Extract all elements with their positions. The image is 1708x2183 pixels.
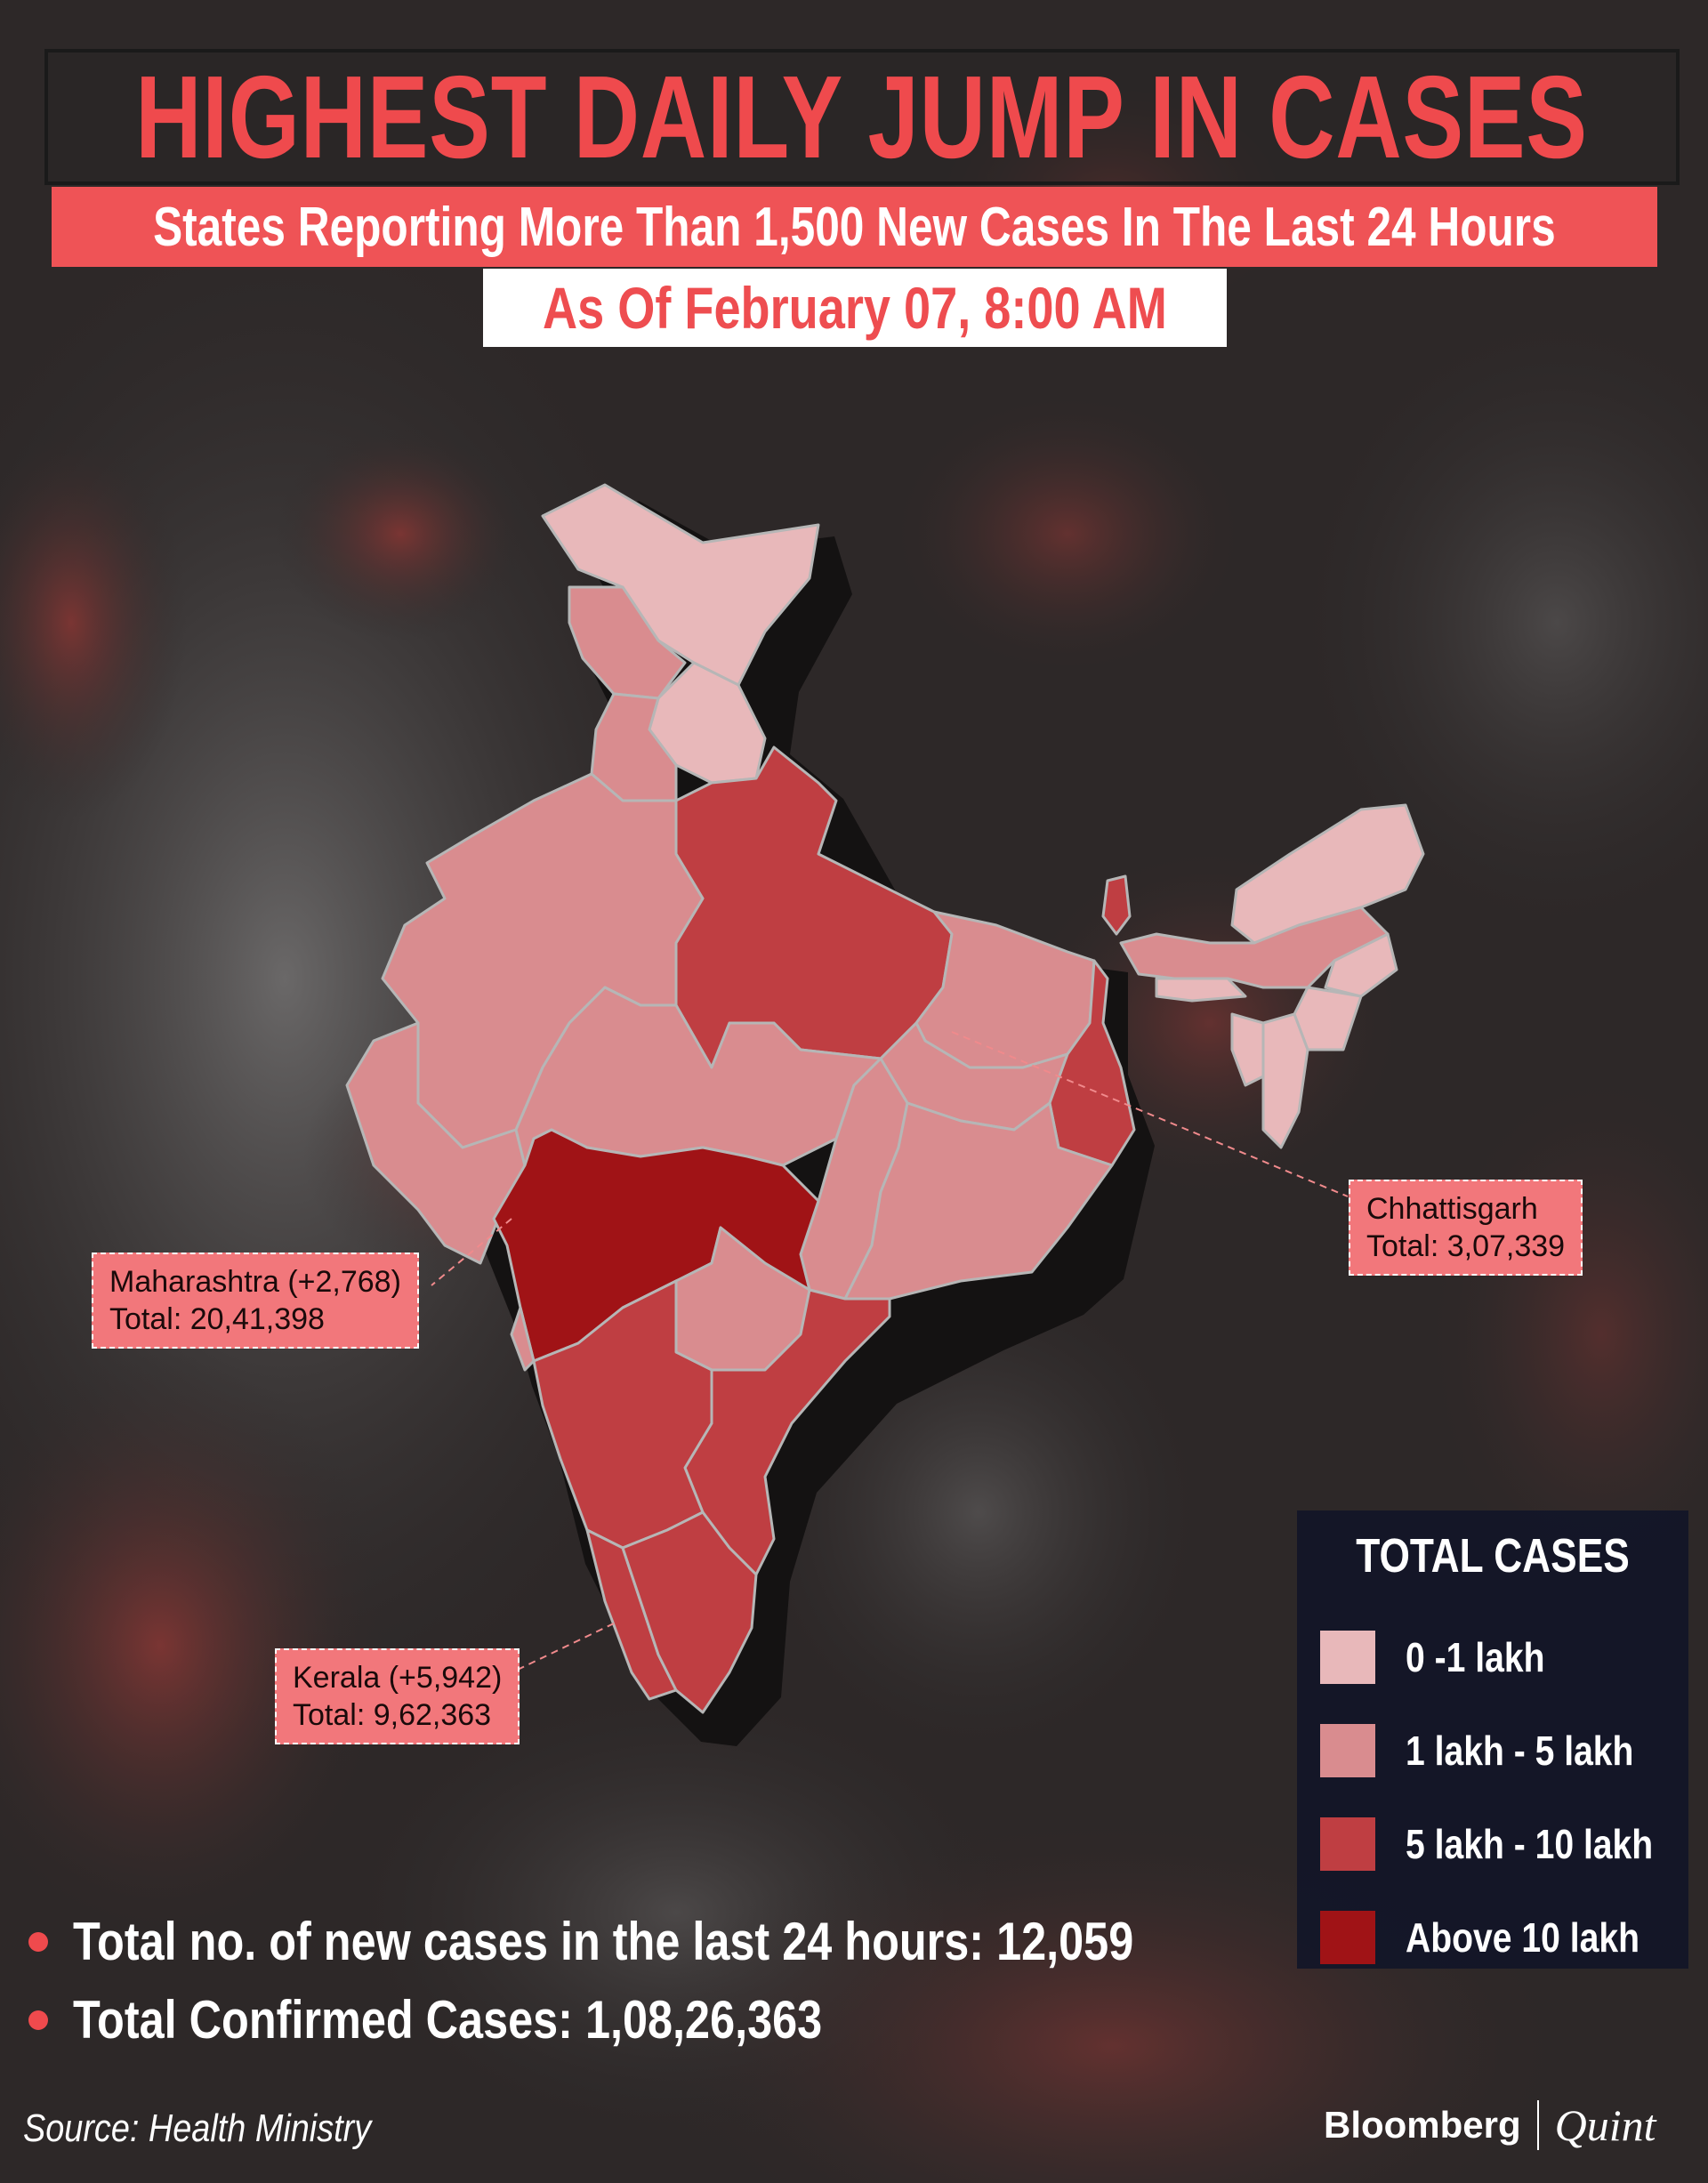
legend-label: 0 -1 lakh: [1406, 1634, 1545, 1680]
date-text: As Of February 07, 8:00 AM: [543, 275, 1167, 341]
date-banner: As Of February 07, 8:00 AM: [483, 269, 1227, 347]
region-uttar-pradesh: [674, 745, 954, 1069]
chhattisgarh-connector: [951, 1031, 1349, 1197]
kerala-connector: [502, 1623, 615, 1678]
brand-separator: [1536, 2100, 1539, 2150]
legend-label: 5 lakh - 10 lakh: [1406, 1821, 1654, 1867]
brand-quint: Quint: [1554, 2100, 1656, 2150]
callout-chhattisgarh: Chhattisgarh Total: 3,07,339: [1349, 1180, 1583, 1276]
region-nagaland: [1324, 932, 1398, 998]
legend-item-1-5-lakh: 1 lakh - 5 lakh: [1320, 1724, 1674, 1777]
subtitle-text: States Reporting More Than 1,500 New Cas…: [153, 196, 1556, 258]
legend-label: 1 lakh - 5 lakh: [1406, 1728, 1634, 1774]
brand-bloomberg: Bloomberg: [1324, 2104, 1521, 2146]
region-odisha: [843, 1101, 1114, 1301]
stat-confirmed-text: Total Confirmed Cases: 1,08,26,363: [73, 1990, 823, 2050]
region-tripura: [1230, 1012, 1265, 1087]
region-goa: [510, 1306, 536, 1372]
callout-chhattisgarh-line1: Chhattisgarh: [1366, 1192, 1538, 1226]
bullet-dot: [28, 1931, 48, 1952]
brand-logo: Bloomberg Quint: [1324, 2099, 1656, 2151]
region-karnataka: [532, 1279, 713, 1550]
title-box: HIGHEST DAILY JUMP IN CASES: [44, 49, 1680, 185]
bullet-dot: [28, 2010, 48, 2030]
callout-chhattisgarh-line2: Total: 3,07,339: [1366, 1229, 1566, 1263]
callout-maharashtra-line1: Maharashtra (+2,768): [109, 1265, 401, 1299]
page-title: HIGHEST DAILY JUMP IN CASES: [135, 51, 1589, 182]
legend-swatch: [1320, 1817, 1375, 1871]
region-arunachal: [1230, 803, 1425, 945]
region-gujarat: [345, 1021, 527, 1265]
legend-item-5-10-lakh: 5 lakh - 10 lakh: [1320, 1817, 1696, 1871]
stat-confirmed: Total Confirmed Cases: 1,08,26,363: [28, 1989, 965, 2050]
callout-kerala-line2: Total: 9,62,363: [293, 1698, 492, 1732]
source-text: Source: Health Ministry: [23, 2106, 372, 2150]
legend-label: Above 10 lakh: [1406, 1914, 1640, 1961]
legend-swatch: [1320, 1631, 1375, 1684]
legend-title: TOTAL CASES: [1356, 1529, 1630, 1583]
region-manipur: [1293, 986, 1363, 1051]
legend-swatch: [1320, 1911, 1375, 1964]
legend: TOTAL CASES 0 -1 lakh 1 lakh - 5 lakh 5 …: [1297, 1510, 1688, 1969]
callout-maharashtra-line2: Total: 20,41,398: [109, 1302, 325, 1336]
subtitle-banner: States Reporting More Than 1,500 New Cas…: [52, 187, 1657, 267]
stat-new-cases: Total no. of new cases in the last 24 ho…: [28, 1911, 1335, 1972]
legend-item-above-10-lakh: Above 10 lakh: [1320, 1911, 1680, 1964]
stat-new-cases-text: Total no. of new cases in the last 24 ho…: [73, 1912, 1134, 1971]
region-jammu-kashmir: [541, 483, 820, 687]
maharashtra-connector: [431, 1218, 512, 1286]
region-meghalaya: [1155, 977, 1247, 1003]
legend-item-0-1-lakh: 0 -1 lakh: [1320, 1631, 1569, 1684]
region-tamil-nadu: [621, 1510, 758, 1714]
legend-swatch: [1320, 1724, 1375, 1777]
region-sikkim: [1101, 874, 1132, 936]
callout-kerala-line1: Kerala (+5,942): [293, 1661, 503, 1695]
callout-kerala: Kerala (+5,942) Total: 9,62,363: [275, 1648, 520, 1744]
callout-maharashtra: Maharashtra (+2,768) Total: 20,41,398: [92, 1253, 419, 1349]
region-mizoram: [1261, 1012, 1309, 1149]
